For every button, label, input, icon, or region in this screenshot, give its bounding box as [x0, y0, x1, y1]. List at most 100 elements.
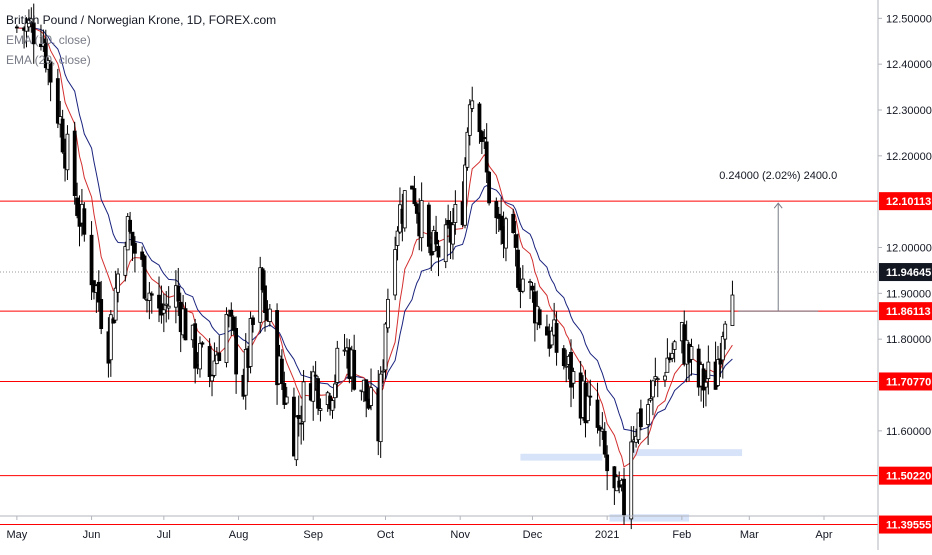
candle-up: [665, 357, 670, 373]
time-tick-label: Feb: [672, 529, 691, 541]
candle-down: [43, 38, 48, 69]
candle-up: [267, 308, 272, 322]
candle-up: [402, 190, 407, 229]
time-tick-label: Sep: [303, 529, 323, 541]
candle-up: [311, 371, 316, 402]
candle-down: [412, 188, 417, 205]
measure-arrow-icon: [773, 202, 783, 209]
price-tick-label: 12.00000: [886, 243, 932, 255]
candle-up: [166, 305, 171, 309]
candle-down: [176, 285, 181, 302]
candle-down: [487, 171, 491, 204]
candle-down: [14, 26, 19, 29]
candle-down: [718, 358, 723, 365]
candle-down: [414, 203, 419, 214]
ema-long-label[interactable]: EMA (20, close): [6, 53, 91, 67]
candle-up: [465, 131, 470, 168]
candle-down: [31, 22, 36, 45]
candle-down: [484, 141, 489, 173]
candle-down: [436, 245, 441, 258]
candle-up: [125, 216, 130, 251]
candle-up: [419, 200, 424, 239]
level-price-4-label: 11.50220: [886, 471, 931, 483]
candle-down: [638, 408, 643, 428]
candle-down: [516, 249, 520, 288]
candle-down: [157, 294, 161, 309]
candle-up: [706, 361, 711, 380]
price-tick-label: 12.50000: [886, 13, 932, 25]
level-price-4-badge: [879, 466, 932, 485]
level-price-2-label: 11.86113: [886, 306, 931, 318]
candle-down: [207, 346, 212, 378]
candle-down: [299, 422, 304, 425]
candle-up: [301, 381, 306, 423]
candle-down: [554, 323, 559, 353]
price-tick-label: 12.20000: [886, 151, 932, 163]
candle-up: [116, 273, 120, 293]
candle-down: [426, 204, 431, 247]
candle-up: [470, 100, 475, 109]
candle-up: [528, 281, 532, 283]
candle-down: [511, 213, 516, 234]
candle-up: [651, 380, 655, 398]
candle-up: [443, 224, 448, 263]
candle-down: [60, 118, 65, 153]
candle-up: [65, 133, 70, 171]
candle-up: [369, 387, 373, 406]
candle-down: [183, 308, 188, 341]
candle-up: [164, 303, 169, 306]
candle-down: [142, 255, 147, 299]
time-tick-label: Oct: [377, 529, 394, 541]
price-tick-label: 12.30000: [886, 105, 932, 117]
measure-label: 0.24000 (2.02%) 2400.0: [719, 170, 837, 182]
candle-down: [229, 309, 234, 317]
candle-down: [561, 348, 566, 367]
candle-up: [330, 400, 335, 411]
candle-down: [130, 231, 135, 246]
candle-up: [378, 373, 383, 443]
candle-up: [224, 313, 229, 364]
candle-down: [200, 342, 205, 345]
candle-down: [482, 137, 487, 140]
candle-down: [494, 201, 499, 219]
candle-up: [123, 246, 128, 276]
time-tick-label: Mar: [740, 529, 759, 541]
candle-down: [282, 383, 287, 405]
candle-down: [499, 215, 504, 231]
last-price-badge: [879, 263, 932, 282]
ema-short-label[interactable]: EMA (10, close): [6, 33, 91, 47]
candle-down: [111, 318, 116, 324]
candle-down: [231, 316, 236, 331]
demand-zone-1: [520, 453, 603, 461]
price-tick-label: 11.60000: [886, 426, 931, 438]
candle-up: [393, 249, 398, 296]
candle-up: [395, 230, 400, 246]
candle-up: [284, 396, 289, 404]
candle-up: [689, 346, 694, 360]
candle-up: [381, 370, 385, 373]
candle-up: [720, 336, 725, 361]
level-price-5-badge: [879, 515, 932, 534]
candle-down: [434, 231, 438, 245]
candle-up: [108, 314, 113, 361]
candle-down: [217, 352, 222, 361]
candle-up: [29, 18, 34, 24]
price-tick-label: 11.90000: [886, 288, 931, 300]
price-tick-label: 11.80000: [886, 334, 931, 346]
candle-up: [335, 347, 340, 383]
candle-down: [99, 298, 104, 330]
candle-up: [672, 341, 677, 350]
candle-down: [595, 399, 600, 428]
time-tick-label: 2021: [595, 529, 619, 541]
candle-down: [602, 430, 607, 455]
level-price-3-label: 11.70770: [886, 376, 931, 388]
candle-down: [313, 374, 318, 377]
candle-up: [571, 371, 576, 384]
symbol-title[interactable]: British Pound / Norwegian Krone, 1D, FOR…: [6, 13, 277, 27]
candle-down: [479, 131, 484, 142]
candle-down: [263, 285, 267, 313]
candle-down: [477, 103, 482, 133]
candle-up: [520, 278, 525, 292]
